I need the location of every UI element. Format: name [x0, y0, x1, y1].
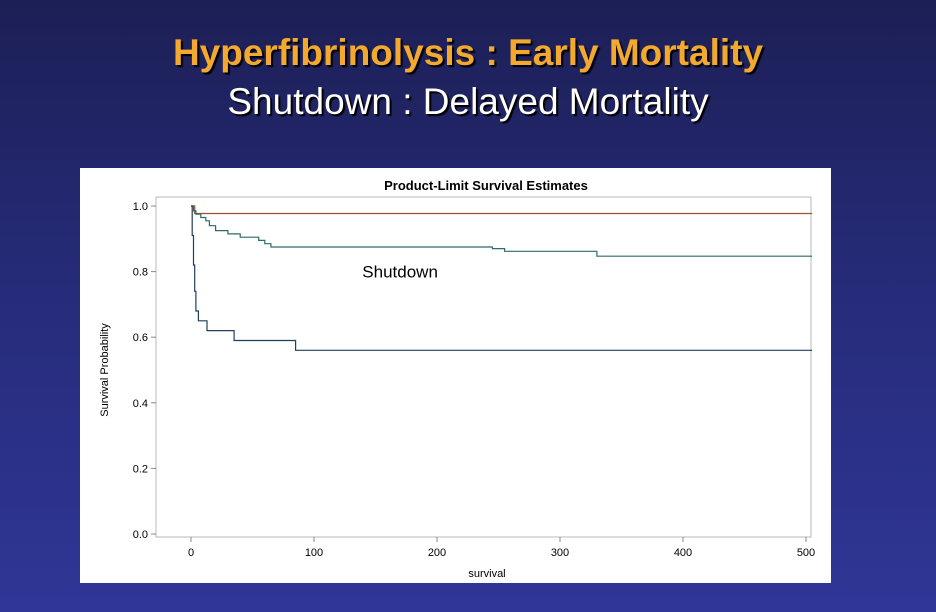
y-tick-label: 0.8	[133, 267, 148, 279]
x-tick-label: 0	[188, 547, 194, 559]
x-tick-label: 200	[428, 547, 446, 559]
survival-chart: Product-Limit Survival Estimates surviva…	[80, 168, 831, 583]
slide-title-line-1: Hyperfibrinolysis : Early Mortality	[0, 31, 936, 75]
x-tick-label: 100	[305, 547, 323, 559]
slide-title-line-2: Shutdown : Delayed Mortality	[0, 80, 936, 124]
survival-curve-1	[191, 206, 812, 214]
y-tick-label: 0.2	[133, 463, 148, 475]
y-tick-label: 0.6	[133, 332, 148, 344]
plot-frame	[156, 197, 811, 537]
x-tick-label: 400	[674, 547, 692, 559]
chart-title: Product-Limit Survival Estimates	[384, 178, 588, 193]
x-tick-label: 500	[797, 547, 815, 559]
y-axis-label: Survival Probability	[99, 323, 111, 417]
shutdown-annotation: Shutdown	[362, 263, 438, 282]
y-tick-label: 1.0	[133, 201, 148, 213]
survival-curve-3	[191, 206, 812, 350]
y-tick-label: 0.0	[133, 529, 148, 541]
x-tick-label: 300	[551, 547, 569, 559]
x-axis-label: survival	[468, 568, 505, 580]
survival-chart-panel: Product-Limit Survival Estimates surviva…	[80, 168, 831, 583]
y-tick-label: 0.4	[133, 398, 148, 410]
